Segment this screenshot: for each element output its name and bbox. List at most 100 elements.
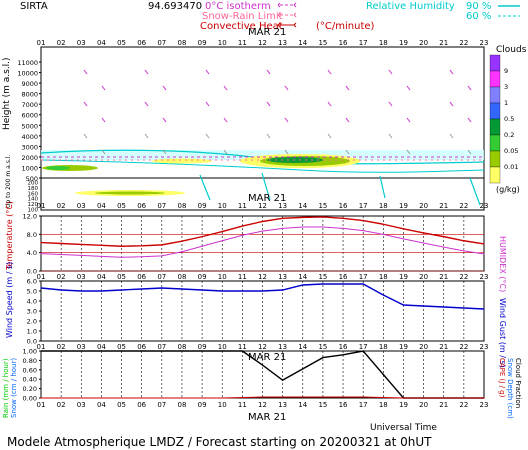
low-height-axis-label: Up to 200 m a.s.l. [5, 155, 12, 208]
series-point [443, 397, 445, 399]
wind-barb [83, 69, 88, 75]
hour-label: 12 [258, 401, 267, 409]
series-point [342, 227, 344, 229]
hour-label: 03 [77, 401, 86, 409]
hour-label: 20 [419, 343, 428, 351]
hour-label: 22 [459, 343, 468, 351]
hour-label: 01 [37, 401, 46, 409]
y-tick-label: 0.40 [23, 376, 37, 384]
series-point [382, 396, 384, 399]
wind-barb [327, 69, 332, 75]
series-point [382, 373, 384, 376]
series-point [100, 350, 103, 352]
hour-label: 21 [439, 401, 448, 409]
series-point [483, 243, 485, 245]
humidex-axis-label: HUMIDEX (°C) [498, 236, 507, 292]
hour-label: 07 [157, 401, 166, 409]
series-point [282, 227, 284, 229]
series-point [100, 244, 103, 246]
hour-label: 02 [57, 39, 66, 47]
hour-label: 07 [157, 202, 166, 210]
series-point [443, 246, 445, 248]
hour-label: 08 [177, 202, 186, 210]
wind-barb [205, 69, 210, 75]
series-point [422, 397, 425, 399]
wind-barb [162, 117, 167, 123]
wind-barb [101, 117, 106, 123]
series-point [362, 350, 364, 352]
y-tick-label: 4.0 [27, 298, 37, 306]
wind-barb [467, 117, 472, 123]
series-point [422, 232, 425, 234]
hour-label: 01 [37, 202, 46, 210]
series-point [282, 379, 284, 381]
cloud-blob-8 [152, 158, 212, 164]
height-tick-label: 10000 [17, 70, 38, 78]
hour-label: 12 [258, 202, 267, 210]
series-point [382, 294, 384, 296]
wind-barb [388, 101, 393, 107]
height-tick-label: 6000 [21, 112, 38, 120]
wind-barb [144, 133, 149, 139]
series-point [302, 284, 304, 286]
temperature-panel: 12.0 8.0 4.0 0.001 02 03 04 05 06 07 08 09 10 11 12 13 1… [23, 213, 489, 282]
hour-label: 12 [258, 273, 267, 281]
wind-barb [101, 149, 106, 155]
wind-barb [406, 85, 411, 91]
hour-label: 22 [459, 39, 468, 47]
hour-label: 14 [298, 401, 307, 409]
humidity-band [41, 150, 484, 160]
series-point [261, 230, 264, 232]
series-point [241, 350, 243, 352]
series-point [201, 245, 203, 247]
hour-label: 09 [198, 273, 207, 281]
wind-gust-axis-label: Wind Gust (m / s) [498, 298, 507, 368]
series-point [322, 216, 324, 218]
hour-label: 05 [117, 202, 126, 210]
series-point [241, 234, 243, 236]
wind-barb [205, 101, 210, 107]
hour-label: 16 [339, 401, 348, 409]
series-point [422, 305, 425, 307]
series-point [120, 350, 123, 352]
wind-barb [345, 85, 350, 91]
hour-label: 18 [379, 343, 388, 351]
hour-label: 20 [419, 39, 428, 47]
series-point [181, 288, 183, 290]
y-tick-label: 0.0 [27, 338, 37, 346]
hour-label: 21 [439, 273, 448, 281]
colorbar-swatch [489, 102, 501, 120]
series-point [40, 252, 42, 255]
hour-label: 06 [137, 401, 146, 409]
hour-label: 07 [157, 343, 166, 351]
hour-label: 21 [439, 39, 448, 47]
series-point [463, 397, 465, 399]
series-point [221, 290, 223, 292]
series-point [201, 350, 203, 352]
series-point [261, 364, 264, 366]
mid-hour-labels: 01 02 03 04 05 06 07 08 09 10 11 12 13 14 15 16 17 18 19 20… [37, 202, 489, 210]
colorbar-level: 0.2 [504, 131, 514, 139]
hour-label: 13 [278, 202, 287, 210]
wind-barb [144, 69, 149, 75]
series-point [342, 217, 344, 219]
hour-label: 18 [379, 273, 388, 281]
rh-contour-3 [199, 172, 481, 206]
wind-barb [101, 85, 106, 91]
hour-label: 10 [218, 273, 227, 281]
series-point [161, 287, 163, 289]
hour-label: 13 [278, 273, 287, 281]
hour-label: 08 [177, 273, 186, 281]
height-tick-label: 8000 [21, 91, 38, 99]
series-point [120, 256, 123, 258]
hour-label: 23 [480, 202, 489, 210]
series-point [40, 241, 42, 244]
height-tick-label: 3000 [21, 143, 38, 151]
hour-label: 05 [117, 39, 126, 47]
hour-label: 04 [97, 202, 106, 210]
hour-label: 19 [399, 343, 408, 351]
colorbar-swatch [489, 54, 501, 72]
wind-panel: 6.0 5.0 4.0 3.0 2.0 1.0 0.001 02 03 04 05 06 07 08 09 1… [27, 278, 489, 352]
y-tick-label: 5.0 [27, 288, 37, 296]
hour-label: 03 [77, 343, 86, 351]
